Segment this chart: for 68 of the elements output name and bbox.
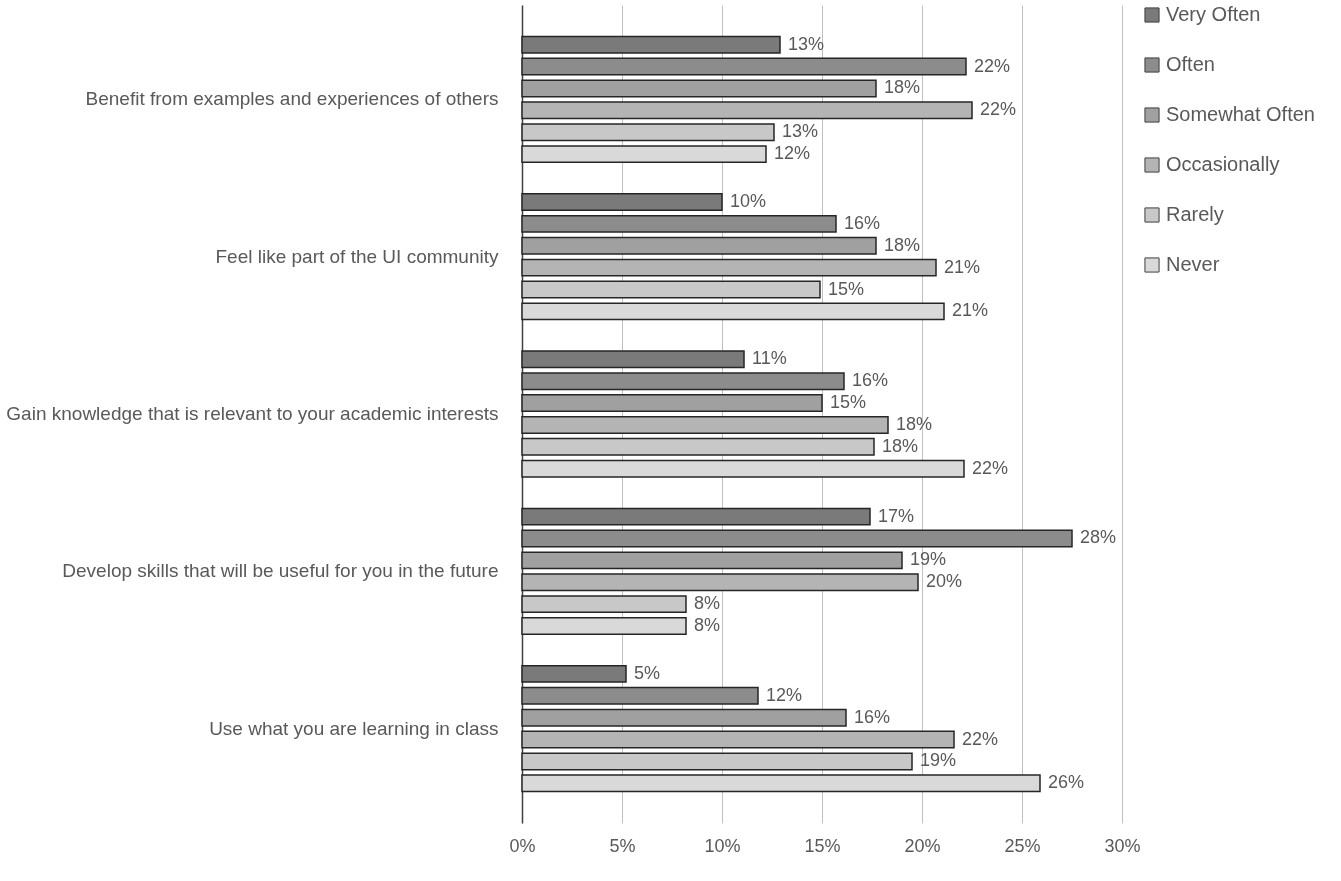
x-tick-label: 5%	[609, 835, 636, 856]
data-label: 26%	[1048, 772, 1085, 793]
data-label: 21%	[952, 300, 989, 321]
data-label: 15%	[830, 392, 867, 413]
data-label: 21%	[944, 256, 981, 277]
data-label: 22%	[962, 728, 999, 749]
data-label: 13%	[788, 33, 825, 54]
bar	[521, 214, 837, 233]
y-tick-label: Gain knowledge that is relevant to your academic interests	[6, 403, 499, 424]
data-label: 18%	[882, 435, 919, 456]
data-label: 22%	[974, 55, 1011, 76]
data-label: 18%	[896, 413, 933, 434]
y-tick-label: Develop skills that will be useful for you in the future	[62, 560, 499, 582]
bar	[521, 529, 1073, 548]
y-tick-label: Benefit from examples and experiences of others	[85, 88, 499, 110]
legend-label: Occasionally	[1166, 153, 1280, 175]
x-tick-label: 25%	[1004, 835, 1041, 856]
data-label: 17%	[878, 505, 915, 526]
data-label: 16%	[854, 706, 891, 727]
data-label: 5%	[634, 662, 661, 683]
bar	[521, 708, 847, 727]
legend-label: Rarely	[1166, 203, 1224, 225]
data-label: 8%	[694, 593, 721, 614]
bar	[521, 350, 745, 369]
bar	[521, 551, 903, 570]
data-label: 12%	[774, 143, 811, 164]
bar	[521, 394, 823, 413]
data-label: 28%	[1080, 527, 1117, 548]
data-label: 8%	[694, 615, 721, 636]
data-label: 15%	[828, 278, 865, 299]
bar	[521, 57, 967, 76]
bar	[521, 302, 945, 321]
x-tick-label: 20%	[904, 835, 941, 856]
x-tick-label: 10%	[704, 835, 741, 856]
bar	[521, 459, 965, 478]
bar	[521, 664, 627, 683]
x-tick-label: 0%	[509, 835, 536, 856]
data-label: 11%	[752, 348, 787, 369]
data-label: 20%	[926, 571, 963, 592]
bar	[521, 236, 877, 255]
data-label: 16%	[852, 370, 889, 391]
data-label: 12%	[766, 684, 803, 705]
y-tick-label: Use what you are learning in class	[209, 717, 499, 739]
bar	[521, 79, 877, 98]
data-label: 10%	[730, 190, 767, 211]
data-label: 13%	[782, 121, 819, 142]
data-label: 19%	[910, 549, 947, 570]
x-tick-label: 15%	[804, 835, 841, 856]
bar	[521, 145, 767, 164]
legend-label: Very Often	[1166, 3, 1261, 25]
legend-label: Often	[1166, 53, 1215, 75]
legend-label: Never	[1166, 253, 1220, 275]
legend-label: Somewhat Often	[1166, 103, 1315, 125]
bar	[521, 372, 845, 391]
data-label: 16%	[844, 212, 881, 233]
data-label: 19%	[920, 750, 957, 771]
y-tick-label: Feel like part of the UI community	[215, 245, 499, 267]
bar	[521, 686, 759, 705]
bar	[521, 617, 687, 635]
bar	[521, 774, 1041, 793]
data-label: 18%	[884, 234, 921, 255]
data-label: 18%	[884, 77, 921, 98]
data-label: 22%	[972, 457, 1009, 478]
data-label: 22%	[980, 99, 1017, 120]
bar	[521, 507, 871, 526]
bar	[521, 35, 781, 54]
bar	[521, 193, 723, 211]
x-tick-label: 30%	[1104, 835, 1141, 856]
